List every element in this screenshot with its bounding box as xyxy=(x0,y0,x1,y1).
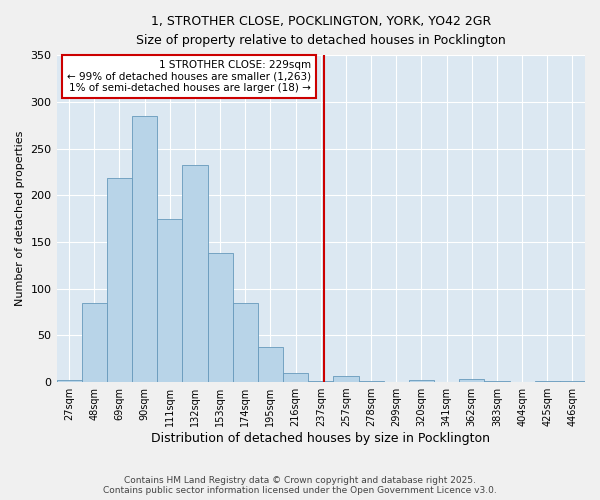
Title: 1, STROTHER CLOSE, POCKLINGTON, YORK, YO42 2GR
Size of property relative to deta: 1, STROTHER CLOSE, POCKLINGTON, YORK, YO… xyxy=(136,15,506,47)
Text: Contains HM Land Registry data © Crown copyright and database right 2025.
Contai: Contains HM Land Registry data © Crown c… xyxy=(103,476,497,495)
Bar xyxy=(459,380,484,382)
Bar xyxy=(334,376,359,382)
Bar xyxy=(208,253,233,382)
Bar xyxy=(258,346,283,382)
Bar xyxy=(484,381,509,382)
Bar xyxy=(107,178,132,382)
Text: 1 STROTHER CLOSE: 229sqm
← 99% of detached houses are smaller (1,263)
1% of semi: 1 STROTHER CLOSE: 229sqm ← 99% of detach… xyxy=(67,60,311,93)
Bar xyxy=(56,380,82,382)
Bar xyxy=(535,381,560,382)
Bar xyxy=(82,302,107,382)
X-axis label: Distribution of detached houses by size in Pocklington: Distribution of detached houses by size … xyxy=(151,432,490,445)
Bar xyxy=(132,116,157,382)
Bar xyxy=(308,381,334,382)
Bar xyxy=(359,381,383,382)
Bar xyxy=(560,381,585,382)
Y-axis label: Number of detached properties: Number of detached properties xyxy=(15,131,25,306)
Bar xyxy=(233,302,258,382)
Bar xyxy=(157,218,182,382)
Bar xyxy=(182,166,208,382)
Bar xyxy=(283,372,308,382)
Bar xyxy=(409,380,434,382)
